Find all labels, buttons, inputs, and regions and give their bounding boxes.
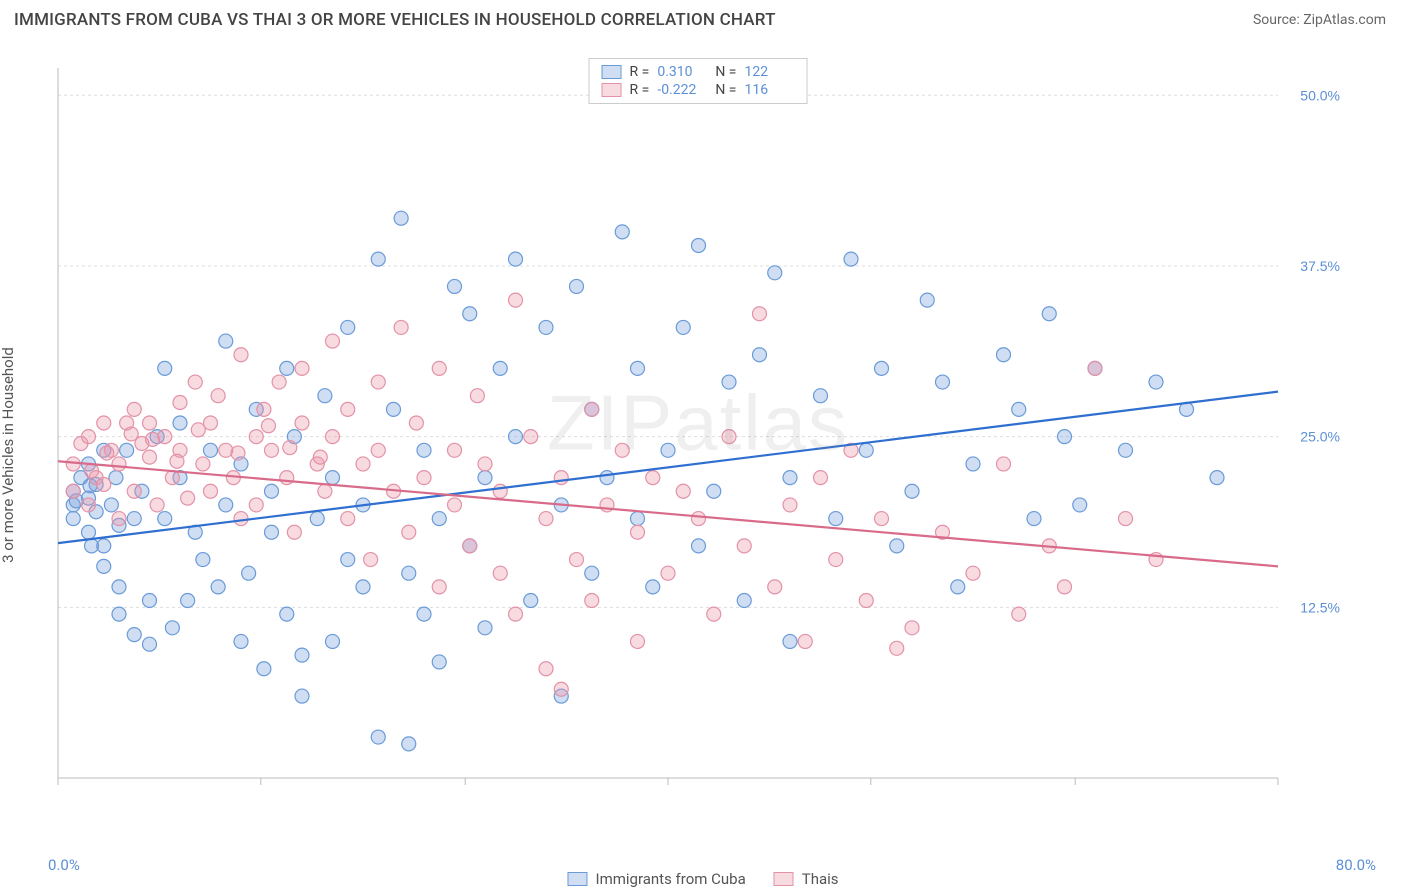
chart-title: IMMIGRANTS FROM CUBA VS THAI 3 OR MORE V… [14, 10, 776, 30]
svg-text:50.0%: 50.0% [1300, 87, 1340, 103]
n-label: N = [715, 64, 736, 80]
n-label-2: N = [715, 82, 736, 98]
svg-text:25.0%: 25.0% [1300, 429, 1340, 445]
scatter-plot-svg: 12.5% 25.0% 37.5% 50.0% [48, 58, 1348, 818]
r-label-2: R = [630, 82, 650, 98]
svg-text:12.5%: 12.5% [1300, 599, 1340, 615]
r-value-1: 0.310 [657, 64, 707, 80]
n-value-2: 116 [744, 82, 794, 98]
legend-label-1: Immigrants from Cuba [595, 870, 745, 888]
legend-item-1: Immigrants from Cuba [567, 870, 745, 888]
swatch-series-2 [602, 83, 622, 97]
legend-label-2: Thais [802, 870, 839, 888]
x-max-label: 80.0% [1336, 856, 1376, 874]
swatch-bottom-2 [774, 872, 794, 886]
source-label: Source: ZipAtlas.com [1253, 12, 1386, 28]
title-bar: IMMIGRANTS FROM CUBA VS THAI 3 OR MORE V… [0, 0, 1406, 36]
chart-area: 12.5% 25.0% 37.5% 50.0% R = 0.310 N = 122 R… [48, 58, 1348, 818]
n-value-1: 122 [744, 64, 794, 80]
legend-row-series-2: R = -0.222 N = 116 [602, 81, 795, 99]
legend-correlation-box: R = 0.310 N = 122 R = -0.222 N = 116 [589, 58, 808, 104]
r-value-2: -0.222 [657, 82, 707, 98]
r-label: R = [630, 64, 650, 80]
legend-item-2: Thais [774, 870, 839, 888]
svg-text:37.5%: 37.5% [1300, 258, 1340, 274]
legend-row-series-1: R = 0.310 N = 122 [602, 63, 795, 81]
y-axis-label: 3 or more Vehicles in Household [0, 347, 17, 563]
swatch-series-1 [602, 65, 622, 79]
swatch-bottom-1 [567, 872, 587, 886]
x-min-label: 0.0% [48, 856, 80, 874]
legend-bottom: Immigrants from Cuba Thais [567, 870, 838, 888]
